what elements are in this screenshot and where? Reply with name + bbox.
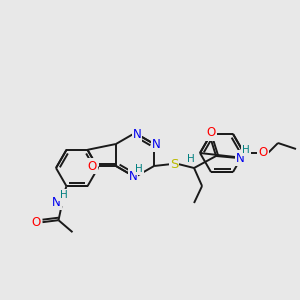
Text: N: N xyxy=(152,137,161,151)
Text: N: N xyxy=(133,128,141,142)
Text: N: N xyxy=(52,196,61,209)
Text: H: H xyxy=(60,190,68,200)
Text: S: S xyxy=(170,158,178,170)
Text: N: N xyxy=(236,152,244,164)
Text: O: O xyxy=(206,127,216,140)
Text: O: O xyxy=(87,160,97,172)
Text: N: N xyxy=(129,169,137,182)
Text: H: H xyxy=(242,145,250,155)
Text: O: O xyxy=(31,216,40,229)
Text: H: H xyxy=(187,154,195,164)
Text: H: H xyxy=(135,164,143,174)
Text: O: O xyxy=(258,146,268,160)
